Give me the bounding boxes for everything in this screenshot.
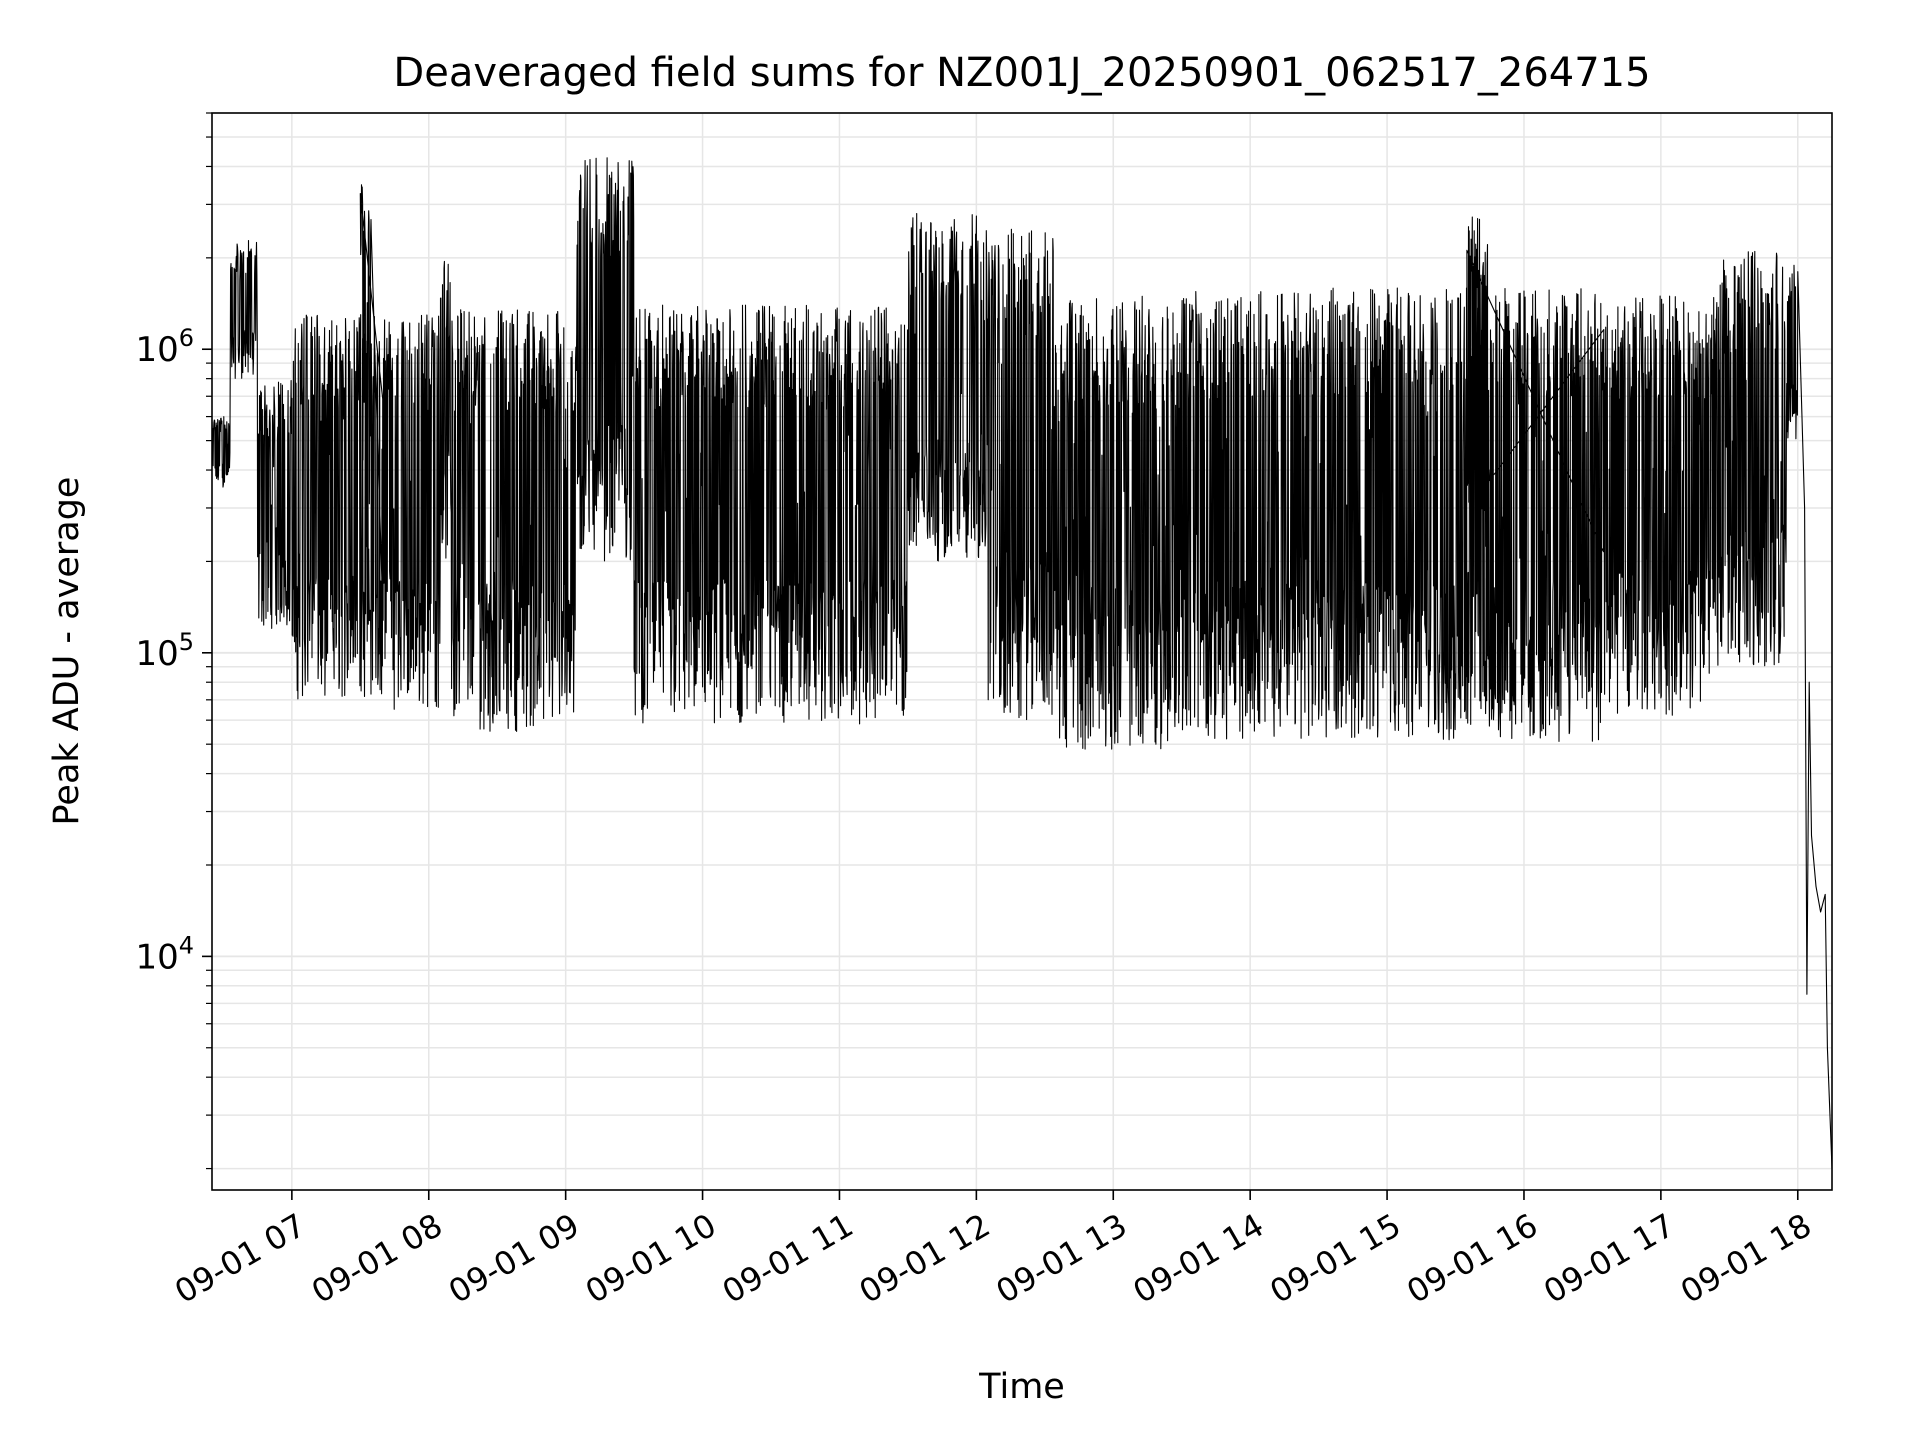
y-tick-exponent: 5	[179, 628, 194, 656]
y-tick-exponent: 6	[179, 324, 194, 352]
y-tick-label: 104	[135, 931, 194, 977]
y-tick-label: 105	[135, 628, 194, 674]
y-tick-base: 10	[135, 634, 178, 674]
y-tick-base: 10	[135, 330, 178, 370]
series-group	[211, 157, 1833, 1169]
chart-title: Deaveraged field sums for NZ001J_2025090…	[393, 50, 1650, 96]
series-line	[211, 157, 1833, 1169]
y-axis-label: Peak ADU - average	[47, 477, 87, 826]
y-tick-exponent: 4	[179, 931, 194, 959]
y-tick-label: 106	[135, 324, 194, 370]
x-axis-label: Time	[978, 1367, 1065, 1407]
y-tick-base: 10	[135, 937, 178, 977]
plot-frame	[211, 112, 1833, 1191]
